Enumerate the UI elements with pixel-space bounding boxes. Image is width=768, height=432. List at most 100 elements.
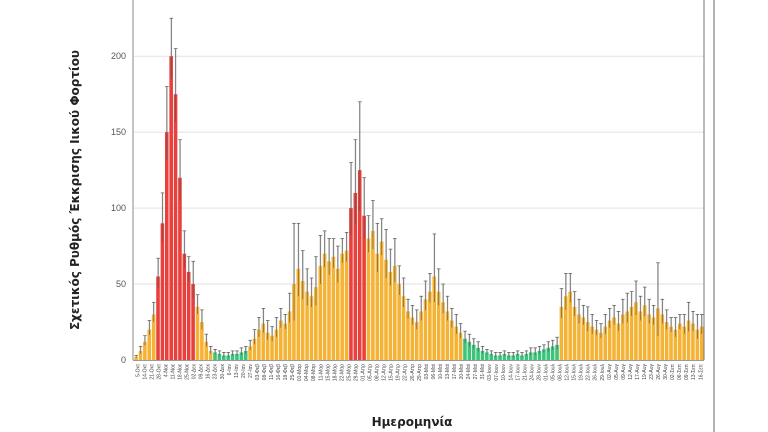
bar — [524, 353, 529, 360]
x-tick-label: 11-Φεβ — [269, 364, 275, 380]
bar — [563, 296, 568, 360]
bar — [686, 320, 691, 360]
x-tick-label: 09-Δεκ — [199, 364, 205, 380]
bar — [406, 311, 410, 360]
bar — [581, 317, 586, 360]
x-tick-label: 22-Μαρ — [339, 364, 345, 381]
x-axis-title: Ημερομηνία — [372, 415, 453, 429]
bar — [283, 323, 287, 360]
x-tick-label: 13-Ιαν — [234, 364, 240, 379]
x-tick-label: 09-Σεπ — [684, 363, 690, 380]
x-tick-label: 26-Αυγ — [656, 364, 662, 380]
bar — [463, 338, 467, 360]
bar — [471, 344, 476, 360]
bar — [156, 276, 160, 360]
x-tick-label: 21-Οκτ — [149, 364, 155, 380]
bar — [476, 347, 480, 360]
bar — [555, 344, 559, 360]
bar — [397, 284, 401, 360]
bar — [178, 177, 182, 360]
bar — [318, 265, 323, 360]
bar — [182, 253, 187, 360]
bar — [296, 268, 301, 360]
x-tick-label: 30-Δεκ — [220, 364, 226, 380]
x-tick-label: 03-Μαϊ — [424, 363, 430, 379]
bar — [239, 352, 244, 360]
x-tick-label: 22-Ιουλ — [586, 364, 592, 381]
bar — [550, 346, 555, 360]
x-tick-label: 12-Απρ — [382, 364, 388, 381]
bar — [349, 208, 353, 360]
x-tick-label: 18-Φεβ — [283, 364, 289, 380]
x-tick-label: 28-Οκτ — [156, 364, 162, 380]
bar — [511, 355, 515, 360]
y-tick-label: 0 — [121, 355, 126, 365]
bar — [371, 230, 375, 360]
bar — [300, 281, 305, 360]
bar — [436, 291, 441, 360]
x-tick-label: 25-Μαρ — [346, 364, 352, 381]
bar — [542, 349, 546, 360]
bar — [441, 302, 445, 360]
bar — [270, 335, 274, 360]
bar — [528, 352, 533, 360]
x-tick-label: 03-Ιουν — [487, 364, 493, 381]
bar — [143, 341, 147, 360]
x-tick-label: 06-Μαϊ — [431, 363, 437, 379]
bar — [682, 326, 686, 360]
bar — [147, 329, 152, 360]
bar — [695, 329, 700, 360]
bar — [362, 215, 366, 360]
x-tick-label: 29-Ιουλ — [600, 364, 606, 381]
bar — [515, 353, 520, 360]
bar — [620, 314, 625, 360]
x-tick-label: 11-Νοε — [171, 363, 177, 379]
bar — [204, 341, 209, 360]
bar — [410, 317, 415, 360]
x-tick-label: 10-Μαϊ — [438, 363, 444, 379]
bar — [366, 238, 371, 360]
x-tick-label: 25-Φεβ — [290, 364, 296, 380]
bar — [691, 323, 695, 360]
x-tick-label: 29-Μαρ — [353, 364, 359, 381]
x-tick-label: 26-Ιουλ — [593, 364, 599, 381]
bar — [572, 306, 577, 360]
bar — [677, 323, 682, 360]
x-tick-label: 17-Μαϊ — [452, 363, 458, 379]
bar — [344, 250, 349, 360]
x-tick-label: 17-Ιουν — [515, 364, 521, 381]
bar — [305, 291, 309, 360]
bar — [340, 253, 344, 360]
x-tick-label: 6-Ιαν — [227, 364, 233, 376]
x-tick-label: 18-Μαρ — [332, 364, 338, 381]
bar — [314, 287, 318, 360]
bar — [134, 356, 138, 360]
x-tick-label: 11-Μαρ — [318, 364, 324, 381]
x-tick-label: 5-Οκτ — [135, 364, 141, 377]
bar — [173, 94, 178, 360]
bar — [221, 355, 226, 360]
bar — [392, 265, 397, 360]
x-tick-label: 05-Ιουλ — [551, 364, 557, 381]
bar — [638, 311, 643, 360]
bar — [243, 350, 248, 360]
bar — [169, 56, 173, 361]
x-tick-label: 14-Οκτ — [142, 364, 148, 380]
bar — [235, 353, 239, 360]
bar — [335, 268, 340, 360]
x-tick-labels: 5-Οκτ 14-Οκτ 21-Οκτ 28-Οκτ 4-Νοε 11-Νοε 18-Νοε… — [135, 363, 704, 381]
x-tick-label: 19-Ιουλ — [579, 364, 585, 381]
bar — [327, 261, 331, 360]
x-tick-label: 20-Μαϊ — [459, 363, 465, 379]
bar — [414, 322, 419, 360]
bar — [226, 355, 230, 360]
x-tick-label: 08-Απρ — [375, 364, 381, 381]
x-tick-label: 16-Φεβ — [276, 364, 282, 380]
bar — [217, 353, 222, 360]
bar — [669, 326, 673, 360]
x-tick-label: 08-Ιουλ — [558, 364, 564, 381]
x-tick-label: 03-Φεβ — [255, 364, 261, 380]
x-tick-label: 12-Αυγ — [628, 364, 634, 380]
bar — [467, 341, 472, 360]
bar — [423, 299, 428, 360]
